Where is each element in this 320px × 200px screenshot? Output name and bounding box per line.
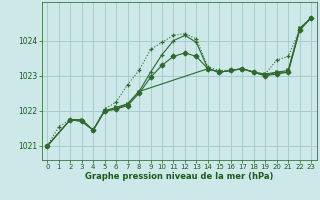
X-axis label: Graphe pression niveau de la mer (hPa): Graphe pression niveau de la mer (hPa) <box>85 172 273 181</box>
